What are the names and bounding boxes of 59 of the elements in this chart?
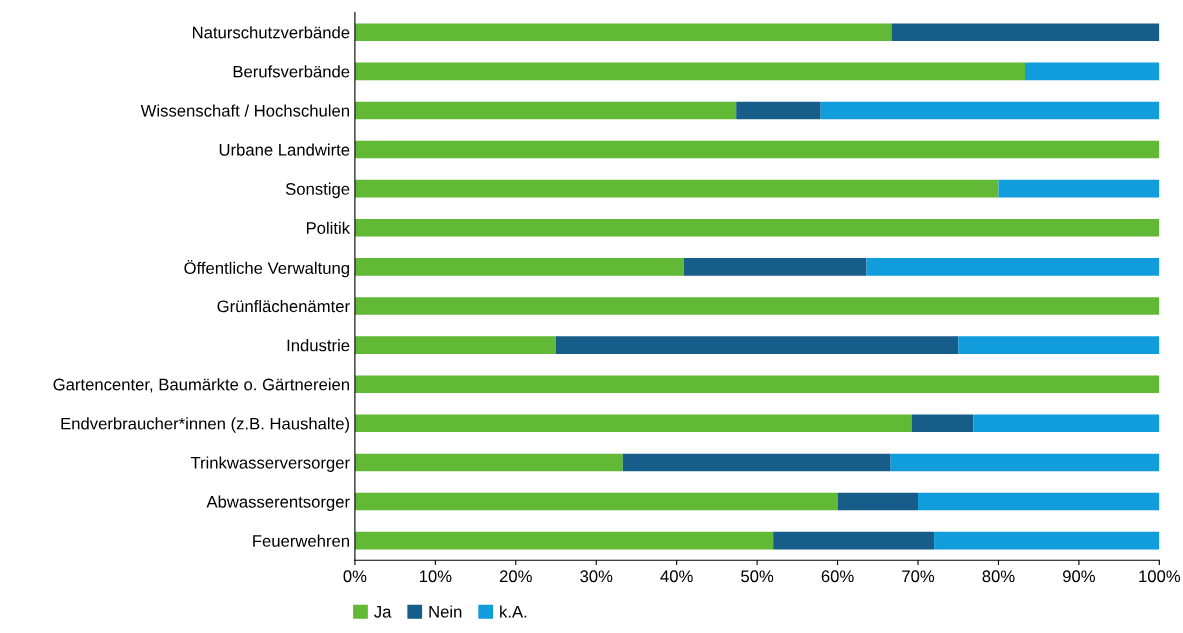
x-tick-label: 50%	[741, 570, 774, 583]
bar	[622, 453, 891, 472]
bar	[354, 179, 999, 198]
x-tick-label: 10%	[419, 570, 452, 583]
bar	[354, 492, 838, 511]
y-tick-label: Gartencenter, Baumärkte o. Gärtnereien	[53, 378, 349, 393]
y-tick-label: Urbane Landwirte	[219, 143, 350, 156]
y-tick-label: Feuerwehren	[253, 534, 349, 547]
bar	[354, 531, 774, 550]
bar	[354, 23, 892, 42]
bar	[354, 414, 912, 433]
x-tick-label: 70%	[902, 570, 935, 583]
y-tick-label: Sonstige	[285, 182, 350, 199]
bar	[354, 453, 623, 472]
bar	[973, 414, 1160, 433]
bar	[773, 531, 935, 550]
bar	[820, 101, 1160, 120]
bar	[918, 492, 1160, 511]
x-tick-label: 0%	[343, 570, 367, 583]
y-tick-label: Trinkwasserversorger	[190, 456, 350, 472]
bar	[866, 258, 1160, 276]
bar	[1025, 62, 1160, 81]
y-tick-label: Wissenschaft / Hochschulen	[140, 104, 349, 117]
bar	[354, 336, 557, 354]
bar	[998, 179, 1160, 198]
bar	[354, 297, 1160, 315]
x-tick-label: 80%	[982, 570, 1015, 583]
y-tick-label: Naturschutzverbände	[192, 26, 350, 39]
bar	[891, 23, 1160, 42]
y-tick-label: Abwasserentsorger	[206, 495, 350, 512]
bar	[890, 453, 1160, 472]
bar	[934, 531, 1160, 550]
x-tick-label: 90%	[1063, 570, 1095, 583]
bar	[354, 218, 1160, 237]
bar	[354, 258, 684, 276]
bar	[683, 258, 867, 276]
y-tick-label: Berufsverbände	[233, 65, 350, 78]
bar	[958, 336, 1160, 354]
x-tick-label: 30%	[580, 570, 613, 583]
y-tick-label: Politik	[306, 221, 351, 234]
legend-label: Nein	[429, 605, 462, 618]
bar	[911, 414, 974, 433]
x-tick-label: 100%	[1139, 570, 1181, 583]
legend-label: k.A.	[500, 605, 527, 618]
x-tick-label: 60%	[821, 570, 854, 583]
x-tick-label: 40%	[660, 570, 693, 583]
y-tick-label: Grünflächenämter	[217, 299, 350, 313]
bar	[354, 140, 1160, 159]
bar	[837, 492, 919, 511]
bar	[354, 62, 1025, 81]
legend-label: Ja	[374, 606, 392, 618]
y-tick-label: Industrie	[287, 339, 350, 352]
y-tick-label: Öffentliche Verwaltung	[184, 259, 349, 278]
bar	[354, 101, 737, 120]
bar	[354, 375, 1160, 394]
bar	[556, 336, 959, 354]
x-tick-label: 20%	[499, 570, 532, 583]
bar	[736, 101, 821, 120]
y-tick-label: Endverbraucher*innen (z.B. Haushalte)	[61, 417, 350, 433]
